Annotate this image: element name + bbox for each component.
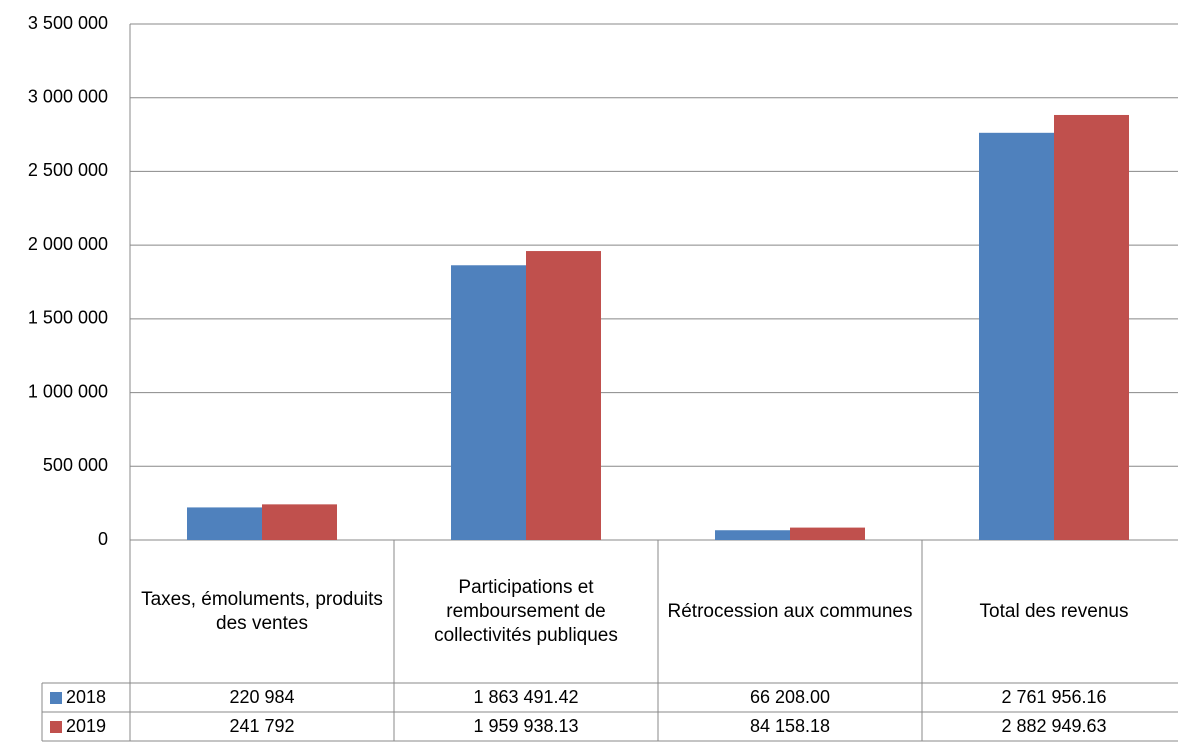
bar xyxy=(979,132,1054,540)
x-tick-label: Taxes, émoluments, produits des ventes xyxy=(141,588,383,634)
x-tick-label: Rétrocession aux communes xyxy=(667,600,913,622)
bar xyxy=(715,530,790,540)
x-tick-label: Total des revenus xyxy=(979,600,1129,622)
legend-label: 2019 xyxy=(66,716,106,736)
bar xyxy=(262,504,337,540)
bar xyxy=(187,507,262,540)
data-label: 84 158.18 xyxy=(750,716,830,736)
data-label: 1 863 491.42 xyxy=(473,687,578,707)
bar xyxy=(526,251,601,540)
y-tick-label: 1 000 000 xyxy=(28,381,108,401)
bar xyxy=(790,527,865,540)
legend-swatch xyxy=(50,692,62,704)
legend-label: 2018 xyxy=(66,687,106,707)
data-label: 2 761 956.16 xyxy=(1001,687,1106,707)
y-tick-label: 1 500 000 xyxy=(28,308,108,328)
legend-swatch xyxy=(50,721,62,733)
y-tick-label: 3 500 000 xyxy=(28,13,108,33)
x-tick-label: Participations et remboursement de colle… xyxy=(434,576,618,646)
y-tick-label: 0 xyxy=(98,529,108,549)
y-tick-label: 500 000 xyxy=(43,455,108,475)
data-label: 241 792 xyxy=(229,716,294,736)
data-label: 1 959 938.13 xyxy=(473,716,578,736)
bar xyxy=(1054,114,1129,540)
y-tick-label: 2 500 000 xyxy=(28,160,108,180)
y-tick-label: 3 000 000 xyxy=(28,86,108,106)
data-label: 66 208.00 xyxy=(750,687,830,707)
data-label: 2 882 949.63 xyxy=(1001,716,1106,736)
data-label: 220 984 xyxy=(229,687,294,707)
bar xyxy=(451,265,526,540)
y-tick-label: 2 000 000 xyxy=(28,234,108,254)
